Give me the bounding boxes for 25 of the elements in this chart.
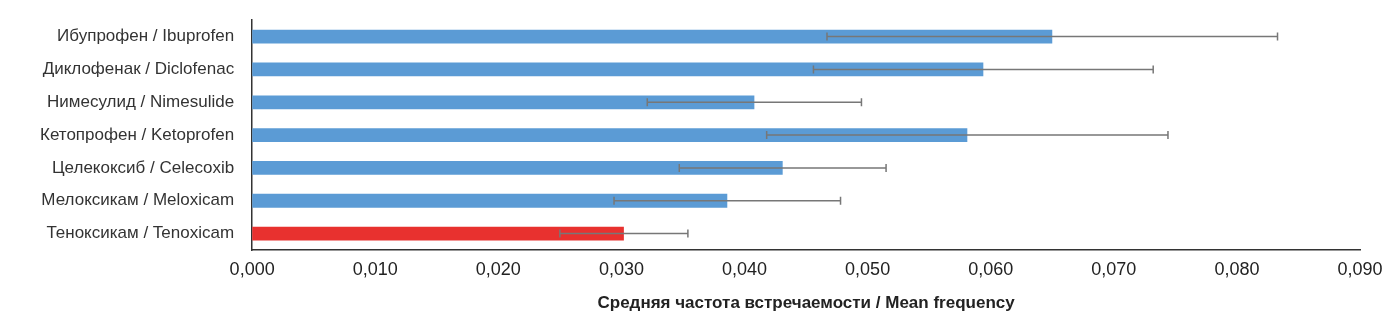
x-axis-title: Средняя частота встречаемости / Mean frequency: [597, 293, 1016, 313]
x-tick-label: 0,060: [968, 258, 1014, 279]
x-tick-label: 0,050: [845, 258, 891, 279]
bar: [252, 62, 984, 77]
bar: [252, 95, 755, 110]
bar: [252, 193, 728, 208]
y-tick-label: Мелоксикам / Meloxicam: [41, 190, 235, 210]
x-tick-label: 0,090: [1337, 258, 1383, 279]
bar: [252, 161, 783, 175]
y-tick-label: Теноксикам / Tenoxicam: [46, 223, 235, 243]
x-tick-label: 0,030: [598, 258, 644, 279]
bar: [252, 226, 624, 241]
y-tick-label: Нимесулид / Nimesulide: [46, 91, 235, 111]
y-tick-label: Целекоксиб / Celecoxib: [52, 157, 235, 177]
x-tick-label: 0,010: [352, 258, 398, 279]
x-tick-label: 0,020: [475, 258, 521, 279]
x-tick-label: 0,000: [229, 258, 275, 279]
y-tick-label: Ибупрофен / Ibuprofen: [57, 26, 235, 46]
x-tick-label: 0,080: [1214, 258, 1260, 279]
x-tick-label: 0,070: [1091, 258, 1137, 279]
bar: [252, 29, 1053, 44]
bar: [252, 128, 968, 142]
y-tick-label: Кетопрофен / Ketoprofen: [39, 124, 235, 144]
y-tick-label: Диклофенак / Diclofenac: [42, 59, 235, 79]
x-tick-label: 0,040: [721, 258, 768, 279]
